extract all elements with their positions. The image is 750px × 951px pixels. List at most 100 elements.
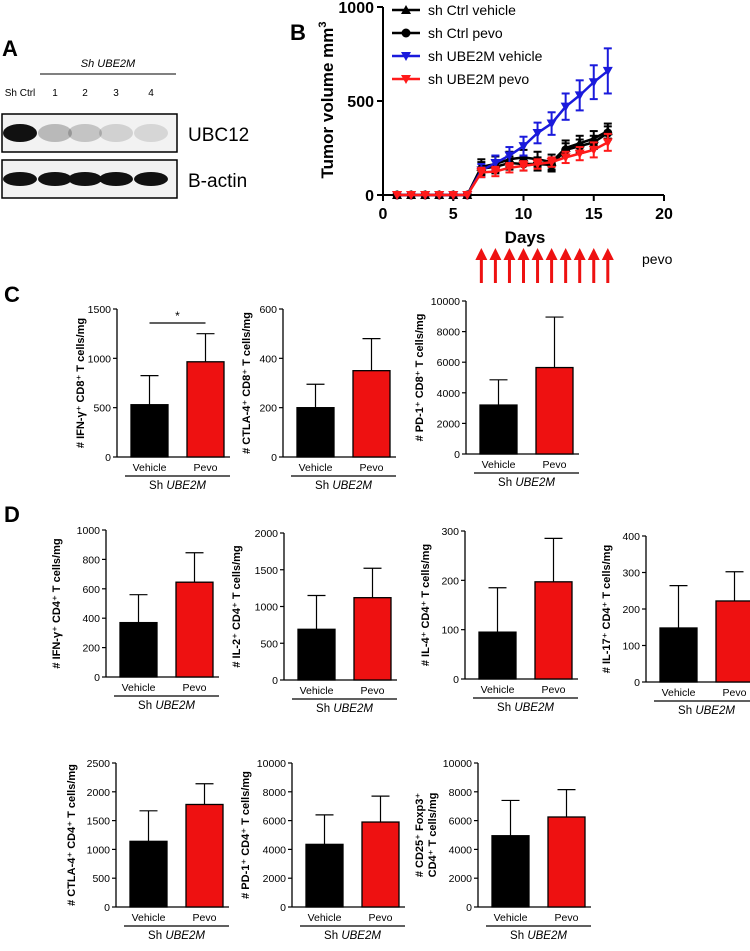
bar-chart-c2: 0 200 400 600 # CTLA-4⁺ CD8⁺ T cells/mg Vehic… bbox=[241, 304, 396, 492]
bar-y-label: # CD25⁺ Foxp3⁺ bbox=[414, 793, 426, 878]
treatment-arrow-head bbox=[489, 248, 502, 260]
legend-entry: sh UBE2M pevo bbox=[428, 71, 529, 87]
curve-series-3 bbox=[392, 132, 613, 200]
group-label: Sh UBE2M bbox=[678, 705, 735, 717]
bar-pevo bbox=[534, 581, 573, 680]
bar-y-tick-label: 1000 bbox=[87, 844, 111, 856]
curve-series-line bbox=[397, 129, 609, 197]
bar-y-tick-label: 0 bbox=[466, 902, 472, 914]
group-label-gene: UBE2M bbox=[332, 480, 372, 492]
curve-point bbox=[546, 158, 557, 168]
bar-y-tick-label: 300 bbox=[441, 526, 459, 538]
bar-category-label: Pevo bbox=[723, 687, 747, 699]
bar-category-label: Vehicle bbox=[132, 912, 166, 924]
group-label-prefix: Sh bbox=[316, 703, 333, 715]
bar-y-tick-label: 2500 bbox=[87, 758, 111, 770]
bar-vehicle bbox=[296, 407, 335, 458]
bar-category-label: Vehicle bbox=[299, 462, 333, 474]
bar-y-tick-label: 0 bbox=[280, 902, 286, 914]
bar-y-label-line2: CD4⁺ T cells/mg bbox=[427, 793, 439, 878]
bar-chart-c3: 0 2000 4000 6000 8000 10000 # PD-1⁺ CD8⁺ T cel… bbox=[414, 296, 579, 489]
bar-y-tick-label: 200 bbox=[441, 575, 459, 587]
curve-point bbox=[602, 66, 613, 76]
group-label-prefix: Sh bbox=[138, 700, 155, 712]
curve-x-tick-label: 10 bbox=[515, 206, 533, 223]
group-label-prefix: Sh bbox=[324, 930, 341, 942]
group-label: Sh UBE2M bbox=[148, 930, 205, 942]
curve-series-line bbox=[397, 69, 609, 197]
bar-pevo bbox=[186, 361, 225, 458]
treatment-label: pevo bbox=[642, 251, 673, 267]
curve-point bbox=[532, 128, 543, 138]
bar-y-tick-label: 200 bbox=[259, 403, 277, 415]
bar-category-label: Pevo bbox=[193, 912, 217, 924]
bar-vehicle bbox=[297, 628, 336, 681]
bar-category-label: Vehicle bbox=[494, 912, 528, 924]
bar-y-tick-label: 0 bbox=[453, 674, 459, 686]
bar-vehicle bbox=[659, 627, 698, 683]
bar-y-label: # IL-17⁺ CD4⁺ T cells/mg bbox=[601, 545, 613, 673]
bar-pevo bbox=[547, 816, 586, 908]
bar-category-label: Pevo bbox=[183, 682, 207, 694]
bar-vehicle bbox=[130, 404, 169, 458]
blot-header: Sh UBE2M bbox=[81, 58, 136, 70]
bar-category-label: Vehicle bbox=[133, 462, 167, 474]
bar-category-label: Vehicle bbox=[300, 685, 334, 697]
group-label: Sh UBE2M bbox=[324, 930, 381, 942]
blot-header-text: Sh UBE2M bbox=[81, 58, 136, 70]
bar-y-tick-label: 100 bbox=[622, 641, 640, 653]
legend-entry: sh Ctrl pevo bbox=[428, 25, 503, 41]
curve-point bbox=[392, 191, 403, 200]
bar-pevo bbox=[175, 581, 214, 678]
bar-vehicle bbox=[491, 835, 530, 908]
curve-point bbox=[574, 149, 585, 159]
bar-y-tick-label: 0 bbox=[272, 675, 278, 687]
bar-y-tick-label: 500 bbox=[260, 638, 278, 650]
treatment-arrow-head bbox=[475, 248, 488, 260]
bar-vehicle bbox=[129, 840, 168, 908]
bar-y-tick-label: 8000 bbox=[437, 327, 461, 339]
bar-y-tick-label: 1000 bbox=[255, 602, 279, 614]
curve-ylabel-sup: 3 bbox=[317, 22, 329, 28]
bar-y-tick-label: 4000 bbox=[437, 388, 461, 400]
band-label-ubc12: UBC12 bbox=[188, 125, 249, 146]
bar-y-tick-label: 500 bbox=[92, 873, 110, 885]
treatment-arrow-head bbox=[573, 248, 586, 260]
curve-point bbox=[532, 159, 543, 169]
curve-series-line bbox=[397, 131, 609, 197]
bar-category-label: Pevo bbox=[369, 912, 393, 924]
blot-lane-label: 2 bbox=[82, 88, 88, 99]
panel-label-a: A bbox=[2, 36, 18, 61]
legend-marker bbox=[401, 52, 411, 61]
legend-marker bbox=[401, 5, 411, 14]
group-label-gene: UBE2M bbox=[514, 702, 554, 714]
group-label-prefix: Sh bbox=[678, 705, 695, 717]
bar-category-label: Pevo bbox=[361, 685, 385, 697]
curve-point bbox=[574, 91, 585, 101]
bar-y-label: # IL-2⁺ CD4⁺ T cells/mg bbox=[231, 545, 243, 667]
group-label-prefix: Sh bbox=[315, 480, 332, 492]
bar-y-label: # IFN-γ⁺ CD8⁺ T cells/mg bbox=[75, 318, 87, 448]
bar-y-tick-label: 0 bbox=[634, 677, 640, 689]
curve-point bbox=[504, 163, 515, 173]
group-label: Sh UBE2M bbox=[149, 480, 206, 492]
curve-y-tick-label: 1000 bbox=[338, 0, 374, 17]
blot-band bbox=[134, 172, 168, 186]
bar-y-tick-label: 1500 bbox=[255, 565, 279, 577]
legend-marker bbox=[401, 28, 411, 38]
group-label-prefix: Sh bbox=[148, 930, 165, 942]
bar-vehicle bbox=[479, 404, 518, 455]
treatment-arrow-head bbox=[601, 248, 614, 260]
bar-y-tick-label: 100 bbox=[441, 625, 459, 637]
treatment-arrow-head bbox=[531, 248, 544, 260]
bar-y-tick-label: 1000 bbox=[88, 353, 112, 365]
bar-pevo bbox=[361, 821, 400, 908]
bar-chart-d7: 0 2000 4000 6000 8000 10000 # CD25⁺ Foxp3⁺ CD4⁺… bbox=[414, 758, 591, 942]
curve-point bbox=[434, 191, 445, 200]
bar-y-tick-label: 800 bbox=[82, 554, 100, 566]
bar-category-label: Pevo bbox=[542, 684, 566, 696]
group-label-prefix: Sh bbox=[498, 477, 515, 489]
curve-point bbox=[490, 167, 501, 177]
group-label-gene: UBE2M bbox=[341, 930, 381, 942]
band-label-bactin: B-actin bbox=[188, 171, 247, 192]
